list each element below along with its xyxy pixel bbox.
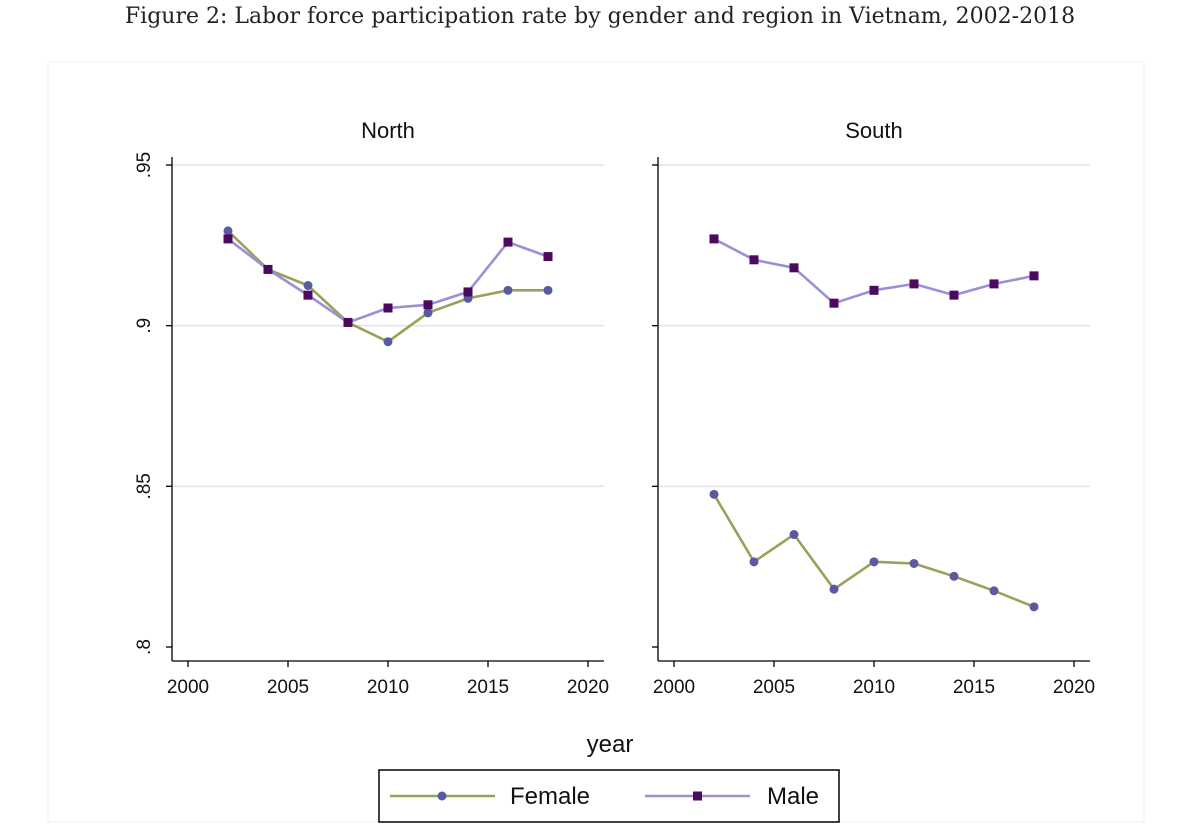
female-point [543, 285, 553, 295]
female-point [223, 226, 233, 236]
female-point [989, 586, 999, 596]
x-tick-label: 2000 [167, 677, 209, 698]
male-point [709, 234, 719, 244]
panel-south: 2000 2005 2010 2015 2020 South [652, 118, 1095, 698]
female-point [869, 557, 879, 567]
x-tick-label: 2020 [567, 677, 609, 698]
x-tick-label: 2005 [267, 677, 309, 698]
x-tick-label: 2000 [653, 677, 695, 698]
legend-marker-male [693, 791, 702, 801]
y-tick-label: .8 [134, 639, 155, 655]
female-point [789, 530, 799, 540]
male-point [949, 290, 959, 300]
panel-title: South [845, 118, 903, 143]
male-point [749, 255, 759, 265]
panel-title: North [361, 118, 415, 143]
male-point [423, 300, 433, 310]
female-point [423, 308, 433, 318]
legend: Female Male [378, 769, 840, 823]
x-tick-label: 2005 [753, 677, 795, 698]
female-point [1029, 602, 1039, 612]
panel-north: .8 .85 .9 .95 2000 2005 2010 2015 2020 North [134, 118, 609, 698]
female-point [303, 281, 313, 290]
male-point [263, 264, 273, 274]
female-point [949, 571, 959, 581]
female-point [503, 285, 513, 295]
x-tick-label: 2015 [953, 677, 995, 698]
figure-frame [47, 61, 1145, 823]
y-tick-label: .9 [134, 318, 155, 334]
male-point [463, 287, 473, 297]
x-tick-label: 2010 [853, 677, 895, 698]
y-tick-label: .95 [134, 152, 155, 178]
y-tick-label: .85 [134, 473, 155, 499]
legend-marker-female [437, 791, 447, 801]
female-point [829, 584, 839, 594]
female-point [383, 337, 393, 347]
female-point [909, 558, 919, 568]
male-point [383, 303, 393, 313]
male-point [343, 317, 353, 327]
male-point [543, 252, 553, 262]
male-point [869, 285, 879, 295]
x-tick-label: 2015 [467, 677, 509, 698]
series-line-female [712, 493, 1035, 609]
female-point [709, 489, 719, 499]
male-point [303, 290, 313, 300]
male-point [789, 263, 799, 273]
x-axis-label: year [587, 731, 634, 758]
male-point [1029, 271, 1039, 281]
male-point [909, 279, 919, 289]
x-tick-label: 2020 [1053, 677, 1095, 698]
x-tick-label: 2010 [367, 677, 409, 698]
male-point [989, 279, 999, 289]
male-point [503, 237, 513, 247]
male-point [223, 234, 233, 244]
male-point [829, 298, 839, 308]
legend-label-male: Male [767, 783, 819, 810]
legend-label-female: Female [510, 783, 590, 810]
female-point [749, 557, 759, 567]
figure-caption: Figure 2: Labor force participation rate… [124, 4, 1076, 29]
